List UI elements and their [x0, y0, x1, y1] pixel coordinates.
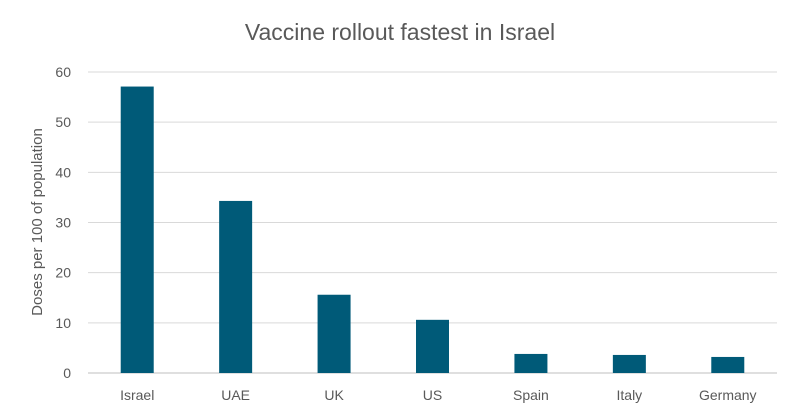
- bar-uae: [219, 200, 253, 373]
- x-axis-ticks: Israel UAE UK US Spain Italy Germany: [120, 387, 756, 403]
- y-tick-label: 10: [55, 315, 71, 331]
- x-tick-label: Israel: [120, 387, 154, 403]
- y-axis-label: Doses per 100 of population: [29, 128, 46, 316]
- bar-italy: [612, 354, 646, 373]
- y-tick-label: 40: [55, 164, 71, 180]
- x-tick-label: Italy: [617, 387, 643, 403]
- x-tick-label: UK: [324, 387, 344, 403]
- y-axis-ticks: 0 10 20 30 40 50 60: [55, 64, 71, 381]
- y-tick-label: 0: [63, 365, 71, 381]
- y-tick-label: 50: [55, 114, 71, 130]
- gridlines: [88, 71, 777, 374]
- chart-title: Vaccine rollout fastest in Israel: [245, 19, 555, 45]
- bar-us: [416, 319, 449, 373]
- y-tick-label: 60: [55, 64, 71, 80]
- y-tick-label: 30: [55, 215, 71, 231]
- x-tick-label: US: [423, 387, 442, 403]
- bar-israel: [120, 86, 154, 373]
- y-tick-label: 20: [55, 265, 71, 281]
- bar-germany: [711, 356, 745, 373]
- x-tick-label: Spain: [513, 387, 549, 403]
- bar-uk: [317, 294, 351, 373]
- x-tick-label: UAE: [221, 387, 250, 403]
- bars: [120, 86, 745, 373]
- x-tick-label: Germany: [699, 387, 757, 403]
- bar-spain: [514, 353, 548, 373]
